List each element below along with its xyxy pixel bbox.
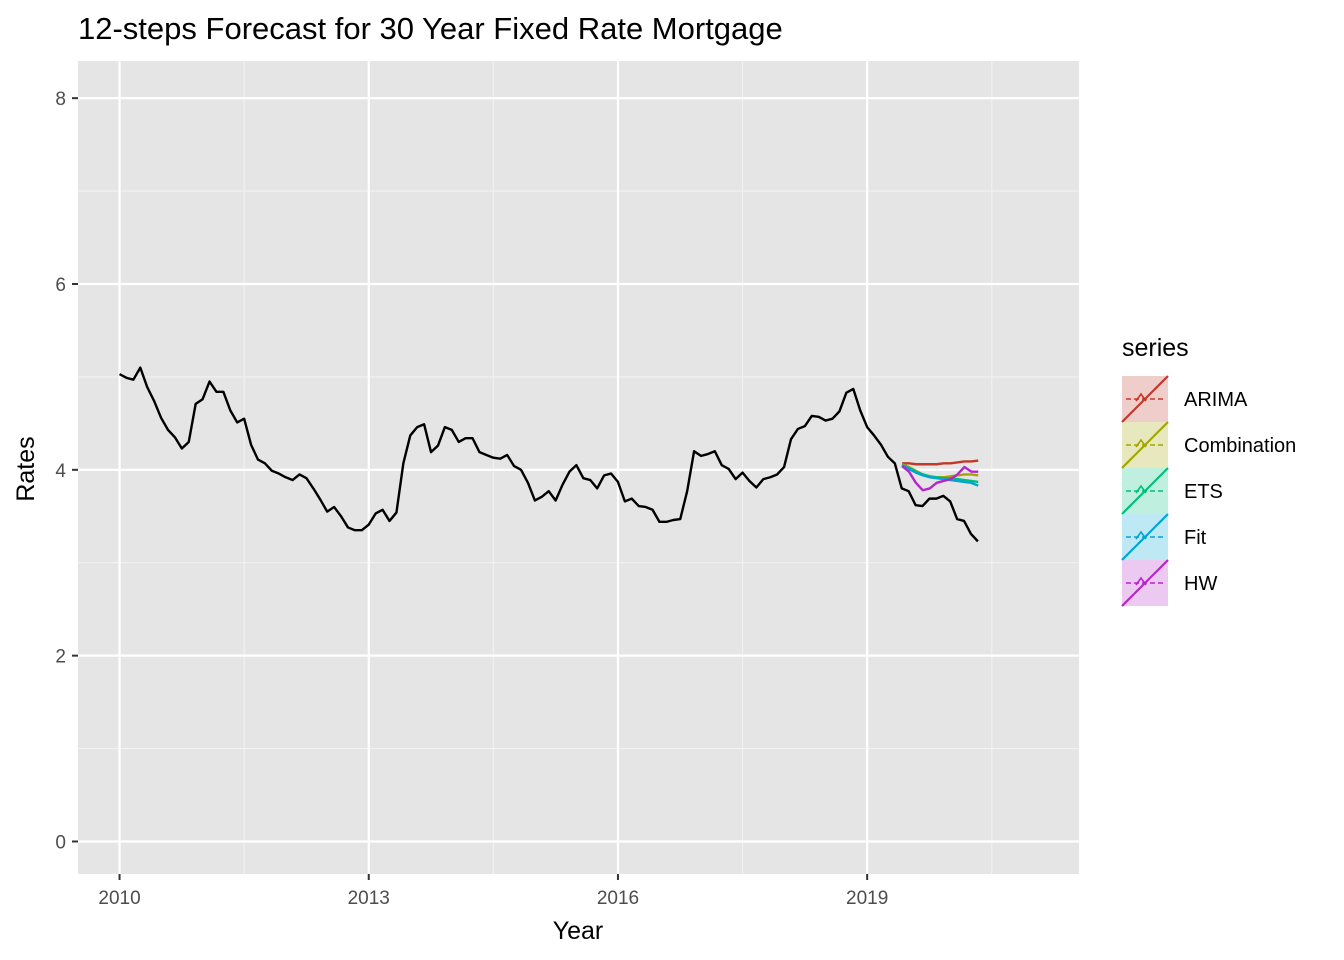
- y-tick-label: 0: [55, 832, 66, 853]
- legend-label-hw: HW: [1184, 573, 1217, 595]
- x-tick-label: 2010: [98, 888, 140, 909]
- legend-key-marker-arima: [1135, 392, 1147, 402]
- x-axis: 2010 2013 2016 2019: [98, 874, 888, 909]
- legend-key-marker-hw: [1135, 576, 1147, 586]
- grid-minor: [78, 61, 1079, 874]
- legend-key-marker-combination: [1135, 438, 1147, 448]
- series-line-arima: [902, 459, 979, 466]
- y-tick-label: 8: [55, 89, 66, 110]
- series-line-fit: [901, 464, 979, 487]
- y-tick-label: 2: [55, 647, 66, 668]
- y-axis-title: Rates: [12, 436, 40, 501]
- legend-key-marker-ets: [1135, 484, 1147, 494]
- y-axis: 0 2 4 6 8: [55, 89, 78, 853]
- x-axis-title: Year: [553, 917, 604, 945]
- actual-series-line: [118, 366, 979, 543]
- chart-title: 12-steps Forecast for 30 Year Fixed Rate…: [78, 11, 783, 46]
- actual-series-layer: [118, 366, 979, 543]
- legend-label-fit: Fit: [1184, 527, 1207, 549]
- legend-label-arima: ARIMA: [1184, 389, 1248, 411]
- y-tick-label: 6: [55, 275, 66, 296]
- series-line-hw: [901, 465, 979, 492]
- x-tick-label: 2019: [846, 888, 888, 909]
- x-tick-label: 2013: [348, 888, 390, 909]
- forecast-series-layer: [901, 459, 979, 492]
- legend-key-marker-fit: [1135, 530, 1147, 540]
- legend-title: series: [1122, 334, 1189, 362]
- legend: series ARIMA Combination ETS Fit HW: [1121, 334, 1296, 607]
- legend-label-ets: ETS: [1184, 481, 1223, 503]
- x-tick-label: 2016: [597, 888, 639, 909]
- legend-label-combination: Combination: [1184, 435, 1296, 457]
- y-tick-label: 4: [55, 461, 66, 482]
